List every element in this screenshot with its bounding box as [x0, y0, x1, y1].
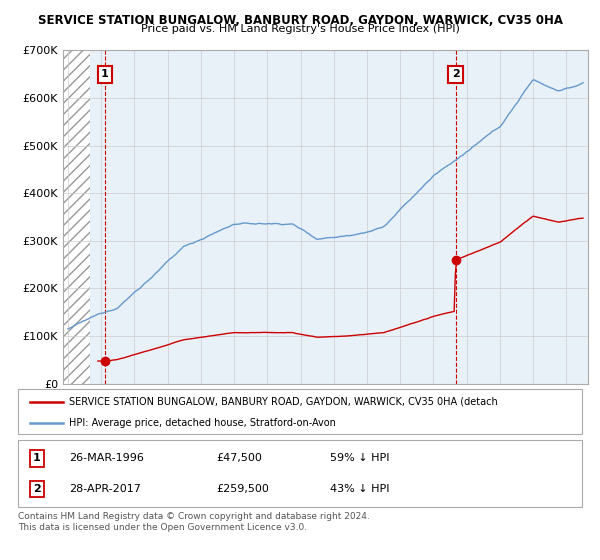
Text: 43% ↓ HPI: 43% ↓ HPI: [330, 484, 389, 494]
Text: 1: 1: [33, 454, 41, 464]
Text: 1: 1: [101, 69, 109, 79]
Text: 28-APR-2017: 28-APR-2017: [69, 484, 141, 494]
Text: 2: 2: [33, 484, 41, 494]
Text: Price paid vs. HM Land Registry's House Price Index (HPI): Price paid vs. HM Land Registry's House …: [140, 24, 460, 34]
Text: 2: 2: [452, 69, 460, 79]
Text: 26-MAR-1996: 26-MAR-1996: [69, 454, 144, 464]
Text: HPI: Average price, detached house, Stratford-on-Avon: HPI: Average price, detached house, Stra…: [69, 418, 336, 428]
Text: Contains HM Land Registry data © Crown copyright and database right 2024.
This d: Contains HM Land Registry data © Crown c…: [18, 512, 370, 532]
Text: 59% ↓ HPI: 59% ↓ HPI: [330, 454, 389, 464]
Text: £259,500: £259,500: [216, 484, 269, 494]
Text: SERVICE STATION BUNGALOW, BANBURY ROAD, GAYDON, WARWICK, CV35 0HA (detach: SERVICE STATION BUNGALOW, BANBURY ROAD, …: [69, 396, 498, 407]
Text: £47,500: £47,500: [216, 454, 262, 464]
Bar: [63, 50, 89, 384]
Text: SERVICE STATION BUNGALOW, BANBURY ROAD, GAYDON, WARWICK, CV35 0HA: SERVICE STATION BUNGALOW, BANBURY ROAD, …: [37, 14, 563, 27]
